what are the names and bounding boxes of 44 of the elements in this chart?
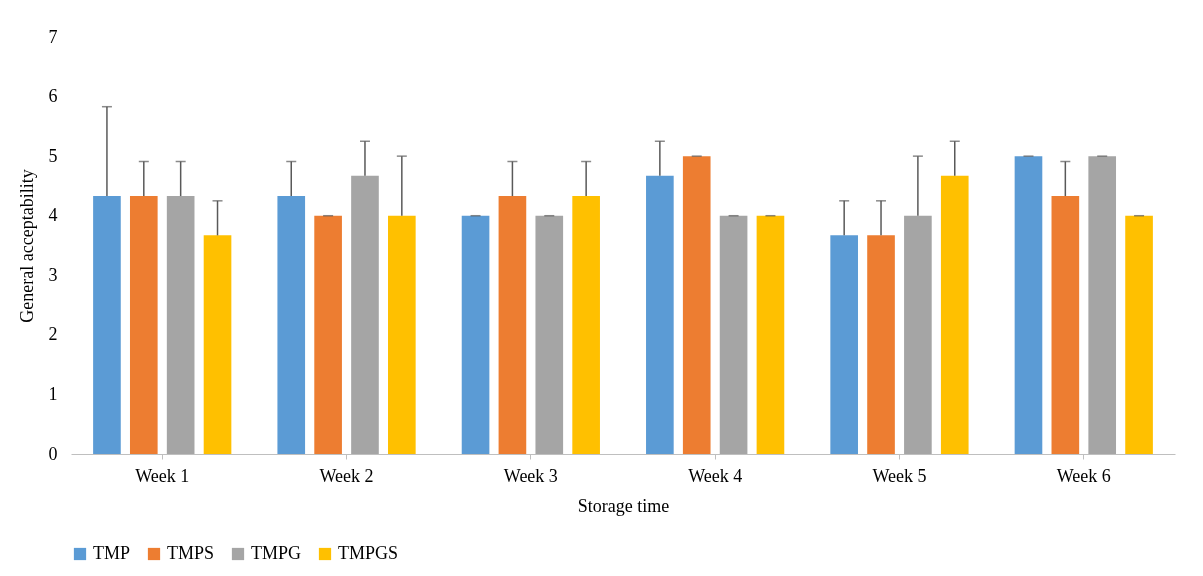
- bar: [498, 196, 527, 454]
- bar: [867, 235, 895, 454]
- bar: [93, 196, 121, 454]
- bar: [719, 215, 748, 454]
- legend-label: TMPS: [167, 543, 215, 563]
- bar: [388, 215, 416, 454]
- bar: [756, 215, 785, 454]
- bar: [535, 215, 564, 454]
- legend-label: TMPGS: [338, 543, 399, 563]
- x-tick-label: Week 2: [319, 465, 374, 486]
- bar: [1051, 196, 1080, 454]
- x-axis-title: Storage time: [577, 495, 670, 516]
- bar: [904, 215, 932, 454]
- x-tick-label: Week 3: [503, 465, 558, 486]
- x-tick-label: Week 1: [135, 465, 190, 486]
- y-tick-label: 5: [48, 145, 58, 166]
- x-tick-label: Week 6: [1056, 465, 1111, 486]
- x-tick-label: Week 5: [872, 465, 927, 486]
- y-tick-label: 4: [48, 205, 58, 226]
- bar: [1125, 215, 1153, 454]
- y-tick-label: 1: [48, 383, 58, 404]
- bar: [129, 196, 158, 454]
- bar: [166, 196, 195, 454]
- y-tick-label: 7: [48, 26, 58, 47]
- y-tick-label: 0: [48, 443, 58, 464]
- bar: [1014, 156, 1043, 454]
- bar: [277, 196, 306, 454]
- y-tick-label: 3: [48, 264, 58, 285]
- x-tick-label: Week 4: [688, 465, 743, 486]
- bar: [572, 196, 600, 454]
- bar: [682, 156, 711, 454]
- bar: [940, 175, 969, 454]
- legend-label: TMP: [93, 543, 131, 563]
- legend-label: TMPG: [251, 543, 302, 563]
- bar: [830, 235, 858, 454]
- bar: [314, 215, 342, 454]
- y-axis-title: General acceptability: [16, 169, 37, 323]
- bar: [1088, 156, 1117, 454]
- bar: [203, 235, 232, 454]
- bar: [646, 175, 674, 454]
- y-tick-label: 2: [48, 324, 58, 345]
- y-tick-label: 6: [48, 86, 58, 107]
- bar: [351, 175, 379, 454]
- bar: [461, 215, 490, 454]
